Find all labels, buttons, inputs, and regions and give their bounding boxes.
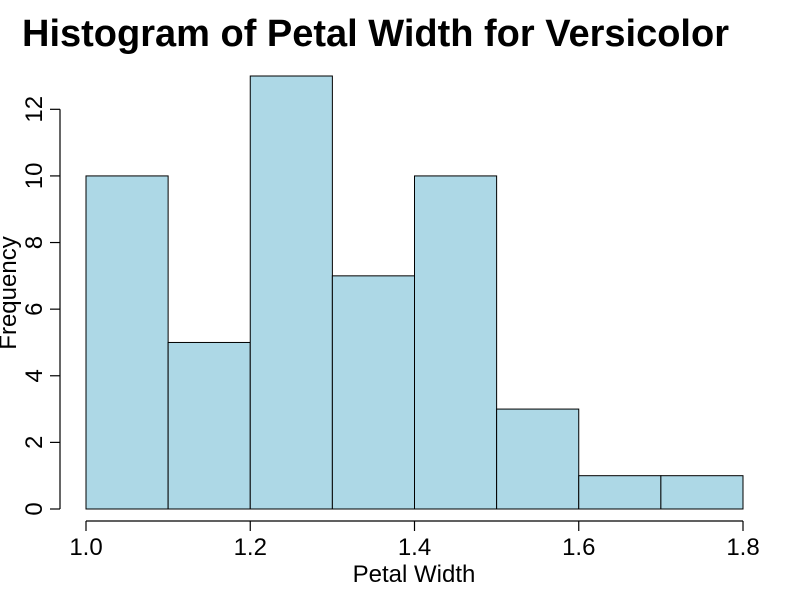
y-tick-label: 8 xyxy=(21,236,48,249)
histogram-bar xyxy=(414,175,498,510)
bars-group xyxy=(85,75,744,510)
y-tick-label: 0 xyxy=(21,502,48,515)
y-axis-label: Frequency xyxy=(0,236,22,349)
histogram-bar xyxy=(496,408,580,510)
chart-title: Histogram of Petal Width for Versicolor xyxy=(22,13,729,55)
x-tick-label: 1.2 xyxy=(234,534,267,561)
y-tick-label: 10 xyxy=(21,163,48,190)
histogram-bar xyxy=(85,175,169,510)
y-axis: 0 2 4 6 8 10 12 xyxy=(21,96,61,516)
histogram-bar xyxy=(578,475,662,510)
histogram-bar xyxy=(249,75,333,510)
x-tick-label: 1.4 xyxy=(398,534,431,561)
histogram-bar xyxy=(660,475,744,510)
y-tick-label: 2 xyxy=(21,436,48,449)
x-axis: 1.0 1.2 1.4 1.6 1.8 xyxy=(69,520,760,561)
y-tick-label: 12 xyxy=(21,96,48,123)
histogram-bar xyxy=(331,275,415,510)
x-axis-label: Petal Width xyxy=(353,561,476,588)
y-tick-label: 4 xyxy=(21,369,48,382)
x-tick-label: 1.8 xyxy=(726,534,759,561)
x-tick-label: 1.6 xyxy=(562,534,595,561)
x-tick-label: 1.0 xyxy=(69,534,102,561)
y-tick-label: 6 xyxy=(21,302,48,315)
histogram-bar xyxy=(167,341,251,510)
